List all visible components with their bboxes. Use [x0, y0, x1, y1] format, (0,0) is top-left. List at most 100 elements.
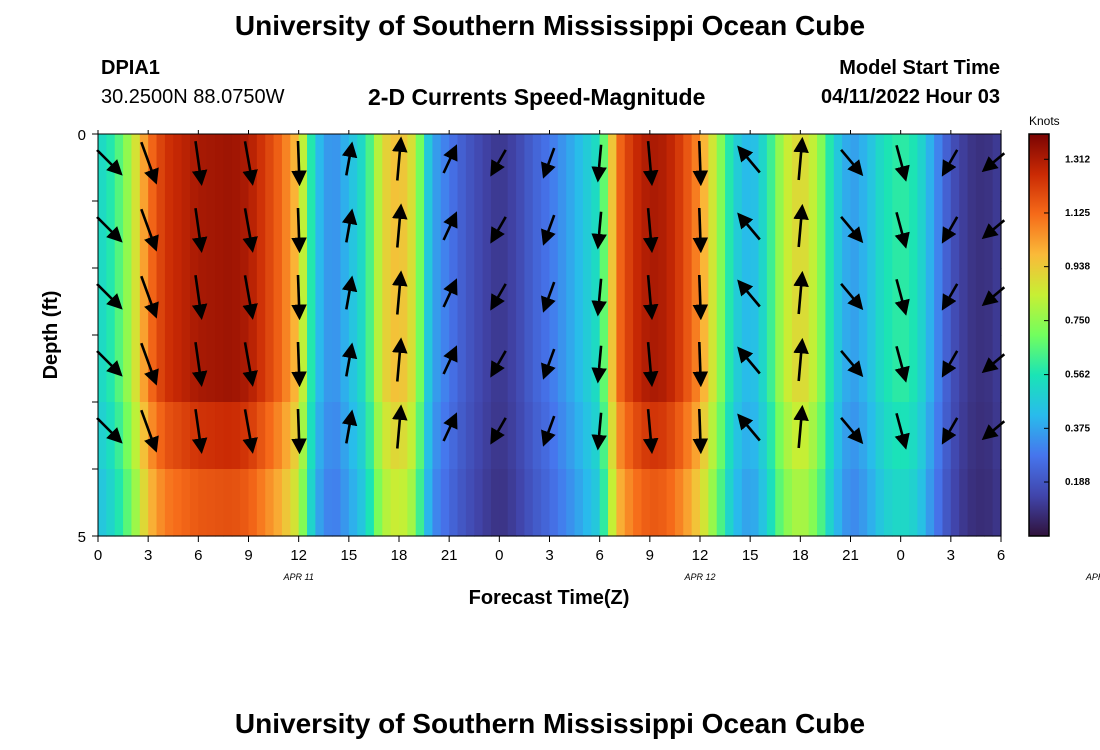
current-vector-arrow [442, 144, 458, 174]
current-vector-arrow [541, 348, 556, 380]
heatmap-cell [733, 201, 743, 269]
heatmap-cell [265, 134, 275, 202]
heatmap-cell [382, 268, 392, 336]
heatmap-cell [164, 268, 174, 336]
heatmap-cell [382, 335, 392, 403]
heatmap-cell [800, 469, 810, 537]
heatmap-cell [967, 335, 977, 403]
heatmap-cell [382, 201, 392, 269]
heatmap-cell [959, 201, 969, 269]
heatmap-cell [716, 268, 726, 336]
heatmap-cell [457, 402, 467, 470]
heatmap-cell [407, 201, 417, 269]
heatmap-cell [641, 402, 651, 470]
heatmap-cell [624, 268, 634, 336]
heatmap-cell [934, 201, 944, 269]
current-vector-arrow [392, 337, 408, 382]
heatmap-cell [557, 134, 567, 202]
heatmap-cell [223, 201, 233, 269]
heatmap-cell [925, 335, 935, 403]
heatmap-cell [674, 268, 684, 336]
heatmap-cell [516, 335, 526, 403]
heatmap-cell [457, 335, 467, 403]
heatmap-cell [432, 469, 442, 537]
heatmap-cell [307, 134, 316, 202]
heatmap-cell [566, 201, 576, 269]
heatmap-cell [474, 268, 484, 336]
current-vector-arrow [894, 144, 910, 182]
heatmap-cell [549, 335, 559, 403]
current-vector-arrow [941, 350, 959, 378]
current-vector-arrow [692, 341, 709, 388]
station-coordinates: 30.2500N 88.0750W [101, 86, 285, 108]
heatmap-cell [557, 402, 567, 470]
heatmap-cell [290, 469, 300, 537]
heatmap-cell [691, 469, 701, 537]
heatmap-cell [290, 268, 300, 336]
current-vector-arrow [96, 283, 123, 310]
heatmap-cell [399, 201, 408, 269]
current-vector-arrow [191, 275, 208, 320]
heatmap-cell [181, 335, 191, 403]
current-vector-arrow [692, 207, 709, 254]
colorbar-ticks: 1.312 1.125 0.938 0.750 0.562 0.375 0.188 [1044, 154, 1090, 488]
heatmap-cell [223, 134, 233, 202]
current-vector-arrow [692, 408, 709, 455]
heatmap-cell [273, 134, 283, 202]
heatmap-cell [959, 134, 969, 202]
heatmap-cell [482, 201, 492, 269]
heatmap-cell [357, 469, 367, 537]
heatmap-cell [766, 268, 776, 336]
heatmap-cell [114, 469, 124, 537]
heatmap-cell [524, 268, 534, 336]
current-vector-arrow [442, 278, 458, 308]
heatmap-cell [700, 201, 709, 269]
heatmap-cell [616, 134, 626, 202]
heatmap-cell [98, 268, 107, 336]
heatmap-cell [691, 268, 701, 336]
heatmap-cell [449, 134, 459, 202]
current-vector-arrow [140, 409, 159, 453]
heatmap-cell [440, 469, 450, 537]
station-id: DPIA1 [101, 57, 160, 79]
heatmap-cell [507, 134, 517, 202]
x-tick-label: 15 [742, 547, 759, 564]
heatmap-cell [131, 469, 141, 537]
heatmap-cell [875, 268, 885, 336]
heatmap-cell [223, 402, 233, 470]
heatmap-cell [256, 268, 266, 336]
heatmap-cell [407, 335, 417, 403]
heatmap-cell [909, 268, 918, 336]
heatmap-cell [273, 335, 283, 403]
heatmap-cell [683, 402, 693, 470]
heatmap-cell [666, 469, 676, 537]
heatmap-cell [541, 402, 551, 470]
current-vector-arrow [291, 207, 307, 254]
heatmap-cell [917, 134, 927, 202]
current-vector-arrow [737, 145, 761, 174]
heatmap-cell [775, 402, 785, 470]
heatmap-cell [231, 469, 241, 537]
heatmap-cell [925, 201, 935, 269]
heatmap-cell [683, 201, 693, 269]
heatmap-cell [198, 201, 208, 269]
heatmap-cell [123, 268, 133, 336]
heatmap-cell [131, 268, 141, 336]
heatmap-cell [842, 134, 852, 202]
heatmap-cell [449, 335, 459, 403]
heatmap-cell [482, 268, 492, 336]
heatmap-cell [164, 469, 174, 537]
heatmap-cell [674, 469, 684, 537]
heatmap-cell [223, 268, 233, 336]
heatmap-cell [892, 268, 902, 336]
heatmap-cell [281, 201, 291, 269]
date-label: APR 11 [282, 572, 313, 582]
heatmap-cell [775, 335, 785, 403]
heatmap-cell [189, 201, 199, 269]
heatmap-cell [658, 402, 668, 470]
heatmap-cell [775, 469, 785, 537]
heatmap-cell [240, 134, 250, 202]
heatmap-cell [457, 201, 467, 269]
heatmap-cell [382, 402, 392, 470]
heatmap-cell [666, 134, 676, 202]
